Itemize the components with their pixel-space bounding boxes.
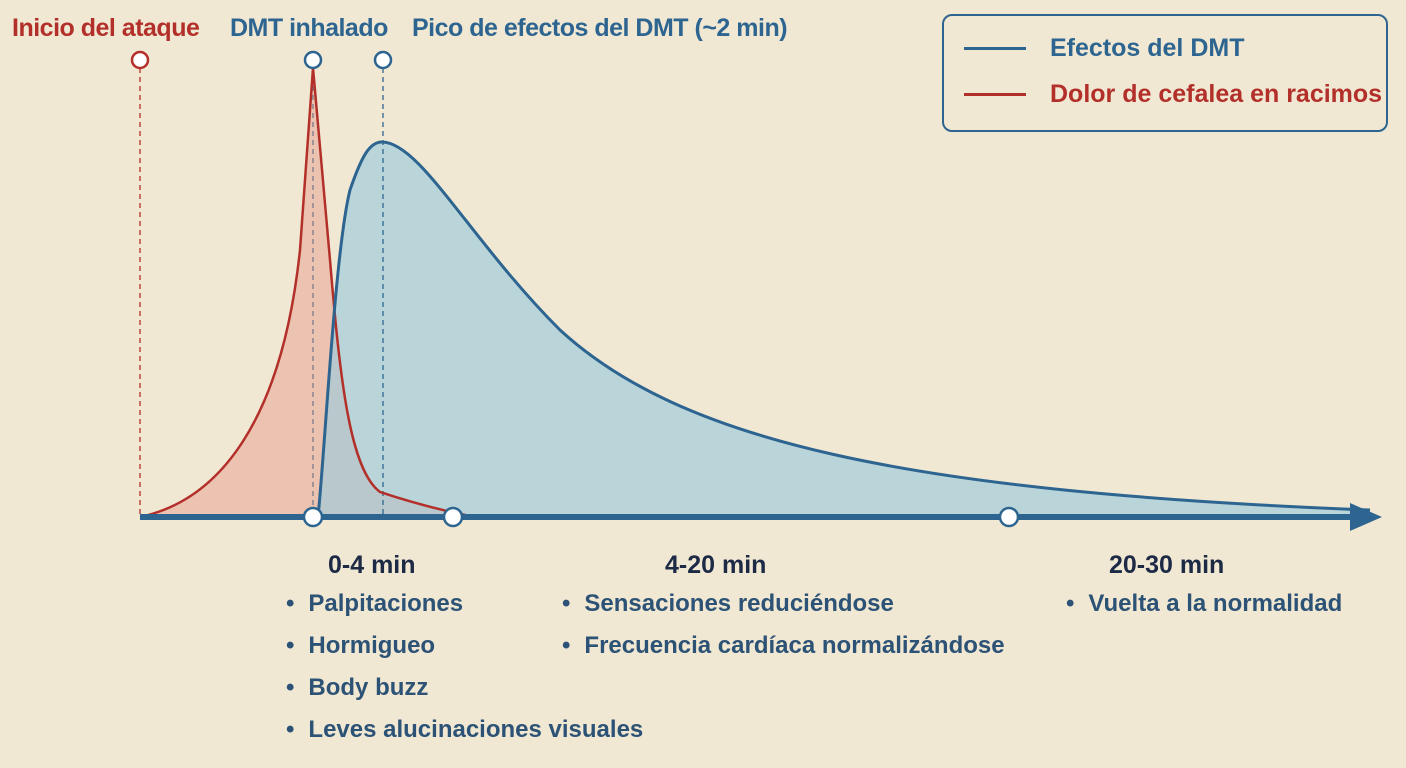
phase-item: Leves alucinaciones visuales (286, 716, 643, 744)
dmt-peak-marker (373, 50, 393, 70)
phase-item: Hormigueo (286, 632, 435, 660)
dmt-peak-label: Pico de efectos del DMT (~2 min) (412, 14, 788, 42)
legend-swatch (964, 47, 1026, 50)
dmt-area (318, 142, 1370, 517)
phase-title: 4-20 min (665, 551, 767, 579)
phase-item: Frecuencia cardíaca normalizándose (562, 632, 1004, 660)
dmt-inhaled-marker (303, 50, 323, 70)
attack-start-label: Inicio del ataque (12, 14, 200, 42)
legend-swatch (964, 93, 1026, 96)
legend-label: Efectos del DMT (1050, 34, 1245, 62)
phase-title: 20-30 min (1109, 551, 1225, 579)
axis-marker-20 (998, 506, 1020, 528)
legend-label: Dolor de cefalea en racimos (1050, 80, 1383, 108)
phase-item: Vuelta a la normalidad (1066, 590, 1342, 618)
attack-start-marker (130, 50, 150, 70)
legend-item-pain: Dolor de cefalea en racimos (964, 80, 1382, 109)
phase-item: Sensaciones reduciéndose (562, 590, 893, 618)
legend-item-dmt: Efectos del DMT (964, 34, 1244, 63)
pain-area (140, 68, 470, 517)
dmt-inhaled-label: DMT inhalado (230, 14, 388, 42)
dmt-curve (316, 140, 1371, 518)
phase-item: Palpitaciones (286, 590, 463, 618)
legend: Efectos del DMT Dolor de cefalea en raci… (942, 14, 1388, 132)
phase-item: Body buzz (286, 674, 428, 702)
axis-marker-0 (302, 506, 324, 528)
axis-arrow-icon (1350, 503, 1382, 531)
phase-title: 0-4 min (328, 551, 416, 579)
axis-marker-4 (442, 506, 464, 528)
